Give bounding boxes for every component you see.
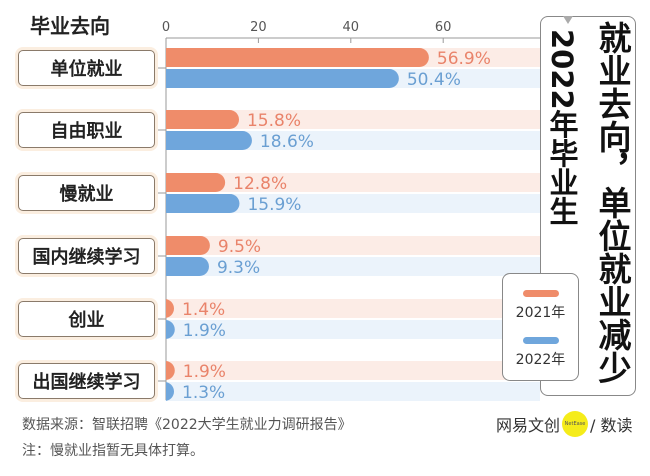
bar-2021 [166, 110, 239, 129]
category-label: 国内继续学习 [18, 238, 155, 274]
bar-track [166, 236, 540, 255]
data-label: 12.8% [233, 174, 287, 194]
category-label: 自由职业 [18, 112, 155, 148]
bar-track [166, 382, 540, 401]
bar-2021 [164, 299, 174, 318]
data-label: 15.9% [247, 195, 301, 215]
x-tick-label: 0 [161, 20, 171, 35]
bar-2022 [166, 69, 399, 88]
data-label: 18.6% [260, 132, 314, 152]
bar-2022 [166, 194, 240, 213]
bar-track [166, 131, 540, 150]
data-label: 1.9% [183, 362, 226, 382]
logo-badge: NetEase [562, 411, 589, 437]
data-label: 50.4% [407, 70, 461, 90]
data-label: 15.8% [247, 111, 301, 131]
bar-2022 [165, 320, 175, 339]
legend-label-2022: 2022年 [515, 352, 566, 368]
data-label: 1.3% [182, 383, 225, 403]
bar-2021 [165, 361, 175, 380]
bar-track [166, 257, 540, 276]
chart-title: 就业去向，单位就业减少 [593, 21, 632, 384]
bar-2022 [164, 382, 174, 401]
pointer-triangle-icon [563, 16, 573, 24]
category-axis-title: 毕业去向 [30, 14, 110, 38]
category-label: 创业 [18, 301, 155, 337]
legend-swatch-2021 [523, 290, 559, 297]
bar-track [166, 110, 540, 129]
legend-swatch-2022 [523, 337, 559, 344]
x-tick-label: 60 [434, 20, 452, 35]
category-label: 出国继续学习 [18, 363, 155, 399]
legend: 2021年 2022年 [502, 273, 579, 381]
bar-track [166, 299, 540, 318]
bar-2021 [166, 236, 210, 255]
logo: 网易文创 NetEase / 数读 [496, 411, 633, 437]
bar-2021 [166, 173, 226, 192]
x-tick-label: 40 [342, 20, 360, 35]
data-label: 56.9% [437, 49, 491, 69]
data-label: 9.5% [218, 237, 261, 257]
data-label: 9.3% [217, 258, 260, 278]
logo-suffix: / 数读 [590, 416, 633, 435]
category-label: 慢就业 [18, 175, 155, 211]
category-label: 单位就业 [18, 50, 155, 86]
x-tick-label: 20 [250, 20, 267, 35]
data-label: 1.9% [183, 321, 226, 341]
bar-track [166, 320, 540, 339]
logo-text: 网易文创 [496, 416, 561, 435]
data-source: 数据来源：智联招聘《2022大学生就业力调研报告》 [22, 417, 352, 433]
chart-subtitle: 2022年毕业生 [545, 29, 579, 226]
bar-2022 [166, 257, 209, 276]
bar-track [166, 194, 540, 213]
bar-track [166, 361, 540, 380]
bar-2021 [166, 48, 429, 67]
footnote: 注：慢就业指暂无具体打算。 [22, 443, 204, 459]
bar-2022 [166, 131, 252, 150]
legend-label-2021: 2021年 [515, 305, 566, 321]
data-label: 1.4% [182, 300, 225, 320]
bar-track [166, 173, 540, 192]
